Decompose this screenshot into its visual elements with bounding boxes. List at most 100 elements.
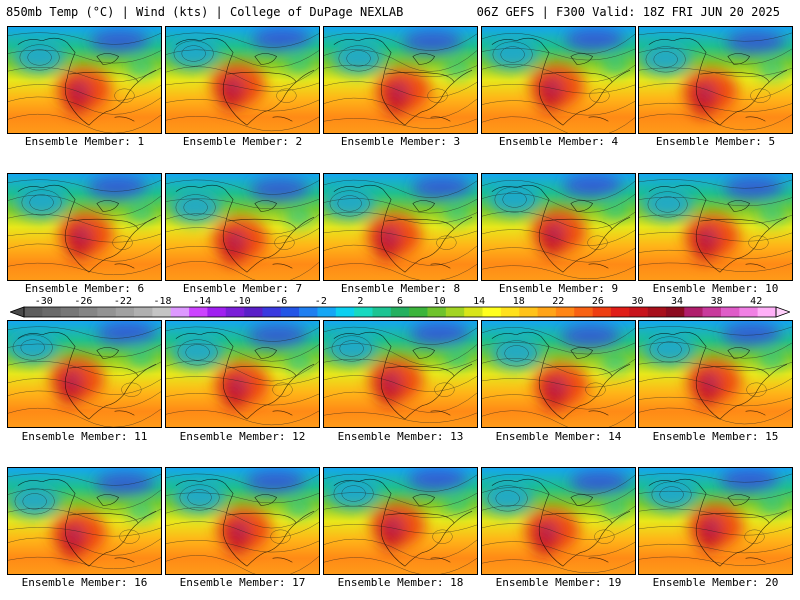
temperature-map [8, 27, 161, 133]
colorbar-segment [390, 307, 410, 317]
colorbar-tick-label: -10 [232, 296, 251, 307]
ensemble-member-label: Ensemble Member: 10 [652, 282, 779, 295]
colorbar-segment [427, 307, 447, 317]
temperature-map [639, 27, 792, 133]
colorbar-tick-label: -14 [193, 296, 212, 307]
ensemble-panel-11 [7, 320, 162, 428]
colorbar-segment [134, 307, 153, 317]
map-title-left: 850mb Temp (°C) | Wind (kts) | College o… [6, 5, 404, 19]
colorbar-segment [720, 307, 740, 317]
colorbar-tick-label: -30 [34, 296, 53, 307]
colorbar-segment [189, 307, 208, 317]
temperature-map [324, 27, 477, 133]
colorbar-segment [500, 307, 520, 317]
temperature-map [8, 321, 161, 427]
temperature-map [639, 174, 792, 280]
colorbar-segment [592, 307, 612, 317]
colorbar-tick-label: 2 [357, 296, 364, 307]
ensemble-member-label: Ensemble Member: 2 [182, 135, 303, 148]
colorbar-segment [79, 307, 98, 317]
colorbar-tick-label: 38 [710, 296, 723, 307]
colorbar-segment [280, 307, 300, 317]
colorbar-segment [482, 307, 502, 317]
temperature-map [8, 174, 161, 280]
colorbar-segment [299, 307, 318, 317]
ensemble-member-label: Ensemble Member: 4 [498, 135, 619, 148]
temperature-map [166, 27, 319, 133]
temperature-map [8, 468, 161, 574]
ensemble-member-label: Ensemble Member: 15 [652, 430, 779, 443]
colorbar-segment [464, 307, 483, 317]
colorbar-segment [647, 307, 667, 317]
ensemble-panel-14 [481, 320, 636, 428]
colorbar-segment [610, 307, 630, 317]
temperature-map [324, 174, 477, 280]
temperature-map [166, 174, 319, 280]
ensemble-member-label: Ensemble Member: 18 [337, 576, 464, 589]
ensemble-member-label: Ensemble Member: 6 [24, 282, 145, 295]
colorbar-segment [629, 307, 648, 317]
ensemble-panel-10 [638, 173, 793, 281]
ensemble-panel-2 [165, 26, 320, 134]
colorbar-segment [152, 307, 172, 317]
colorbar-segment [207, 307, 227, 317]
colorbar-segment [42, 307, 61, 317]
ensemble-member-label: Ensemble Member: 5 [655, 135, 776, 148]
colorbar [10, 306, 790, 318]
colorbar-segment [574, 307, 593, 317]
ensemble-member-label: Ensemble Member: 9 [498, 282, 619, 295]
colorbar-tick-label: 6 [396, 296, 404, 307]
colorbar-segment [739, 307, 758, 317]
colorbar-segment [225, 307, 245, 317]
colorbar-segment [409, 307, 428, 317]
colorbar-segment [702, 307, 722, 317]
colorbar-tick-label: 34 [671, 296, 684, 307]
colorbar-right-arrow [775, 306, 790, 318]
colorbar-segment [555, 307, 575, 317]
ensemble-panel-20 [638, 467, 793, 575]
colorbar-segment [97, 307, 117, 317]
temperature-map [482, 468, 635, 574]
temperature-map [639, 321, 792, 427]
colorbar-segment [262, 307, 282, 317]
ensemble-panel-12 [165, 320, 320, 428]
ensemble-panel-6 [7, 173, 162, 281]
ensemble-member-label: Ensemble Member: 13 [337, 430, 464, 443]
colorbar-labels: -30 -26 -22 -18 -14 -10 -6 -2 2 6 10 14 18 22 26 30 34 38… [0, 296, 800, 308]
colorbar-tick-label: 10 [433, 296, 446, 307]
ensemble-member-label: Ensemble Member: 19 [495, 576, 622, 589]
colorbar-segment [665, 307, 685, 317]
ensemble-panel-16 [7, 467, 162, 575]
temperature-map [324, 468, 477, 574]
colorbar-tick-label: 26 [591, 296, 604, 307]
colorbar-segment [537, 307, 557, 317]
colorbar-segment [372, 307, 392, 317]
colorbar-tick-label: 14 [473, 296, 486, 307]
colorbar-tick-label: -2 [314, 296, 327, 307]
temperature-map [482, 174, 635, 280]
colorbar-segment [115, 307, 135, 317]
ensemble-panel-17 [165, 467, 320, 575]
colorbar-segment [244, 307, 263, 317]
ensemble-member-label: Ensemble Member: 7 [182, 282, 303, 295]
colorbar-segment [60, 307, 80, 317]
ensemble-panel-9 [481, 173, 636, 281]
colorbar-tick-label: -6 [275, 296, 288, 307]
ensemble-panel-8 [323, 173, 478, 281]
temperature-map [166, 468, 319, 574]
ensemble-member-label: Ensemble Member: 11 [21, 430, 148, 443]
colorbar-tick-label: 42 [750, 296, 763, 307]
ensemble-panel-5 [638, 26, 793, 134]
colorbar-segment [317, 307, 337, 317]
ensemble-panel-18 [323, 467, 478, 575]
colorbar-tick-label: -18 [153, 296, 172, 307]
ensemble-member-label: Ensemble Member: 8 [340, 282, 461, 295]
colorbar-tick-label: -22 [113, 296, 132, 307]
temperature-map [639, 468, 792, 574]
ensemble-member-label: Ensemble Member: 16 [21, 576, 148, 589]
colorbar-tick-label: -26 [74, 296, 93, 307]
colorbar-segment [519, 307, 538, 317]
ensemble-panel-19 [481, 467, 636, 575]
ensemble-panel-7 [165, 173, 320, 281]
colorbar-segment [24, 307, 43, 317]
